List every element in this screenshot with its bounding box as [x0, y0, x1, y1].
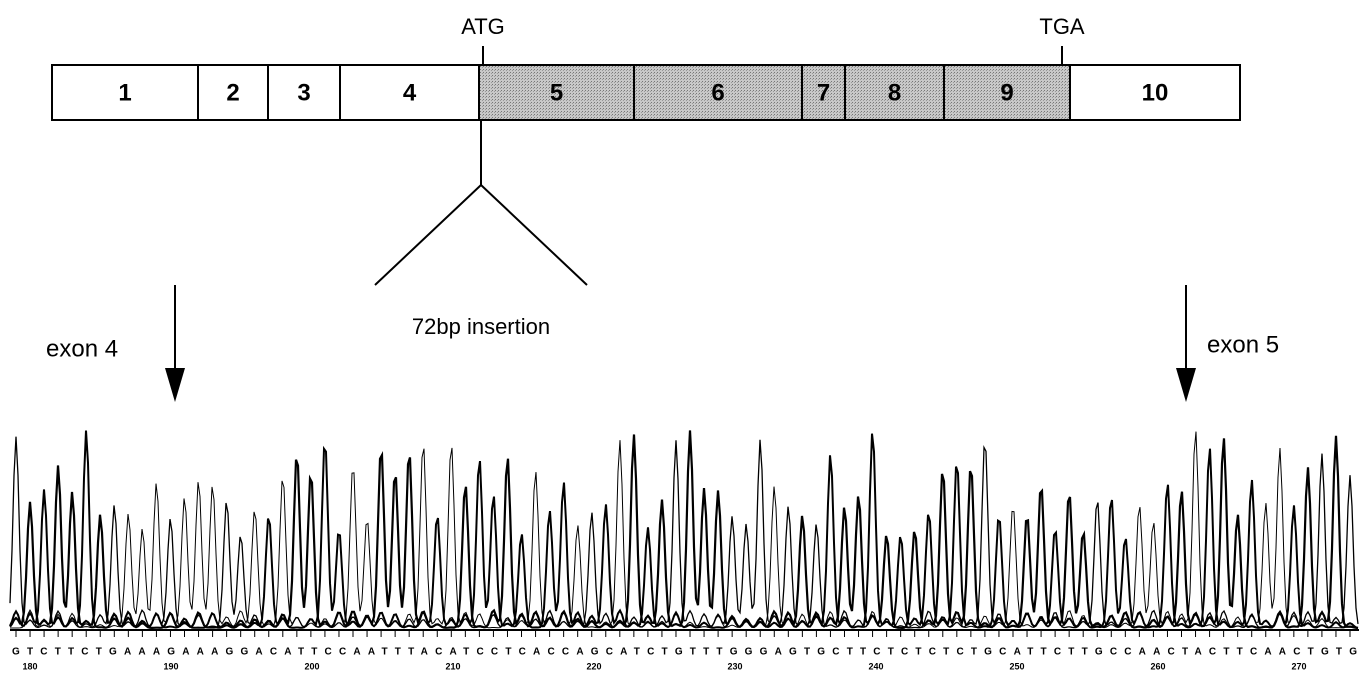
chromatogram: GTCTTCTGAAAGAAAGGACATTCCAATTTACATCCTCACC… [10, 430, 1358, 671]
position-label: 270 [1291, 661, 1306, 671]
exon-label: 3 [297, 79, 310, 106]
exon-label: 6 [711, 79, 724, 106]
insertion-wedge [375, 185, 587, 285]
position-label: 210 [445, 661, 460, 671]
position-label: 190 [163, 661, 178, 671]
exon-label: 1 [118, 79, 131, 106]
exon-label: 7 [817, 79, 830, 106]
marker-label: exon 4 [46, 335, 118, 362]
exon-label: 10 [1142, 79, 1169, 106]
stop-codon: TGA [1039, 14, 1085, 39]
position-label: 220 [586, 661, 601, 671]
position-label: 180 [22, 661, 37, 671]
exon-label: 2 [226, 79, 239, 106]
exon-label: 8 [888, 79, 901, 106]
exon-map: 1 2 3 4 5 6 7 8 9 10 [52, 65, 1240, 120]
sequence: GTCTTCTGAAAGAAAGGACATTCCAATTTACATCCTCACC… [12, 647, 1357, 658]
figure: 1 2 3 4 5 6 7 8 9 10 ATG TGA 72bp insertion exon … [0, 0, 1359, 673]
trace-line [10, 430, 1358, 628]
position-label: 230 [727, 661, 742, 671]
start-codon: ATG [461, 14, 505, 39]
position-label: 250 [1009, 661, 1024, 671]
arrow-head [1176, 368, 1196, 402]
exon-label: 5 [550, 79, 563, 106]
position-label: 240 [868, 661, 883, 671]
position-label: 260 [1150, 661, 1165, 671]
position-label: 200 [304, 661, 319, 671]
marker-label: exon 5 [1207, 331, 1279, 358]
insertion-label: 72bp insertion [412, 314, 550, 339]
exon-label: 4 [403, 79, 417, 106]
arrow-head [165, 368, 185, 402]
exon-label: 9 [1000, 79, 1013, 106]
